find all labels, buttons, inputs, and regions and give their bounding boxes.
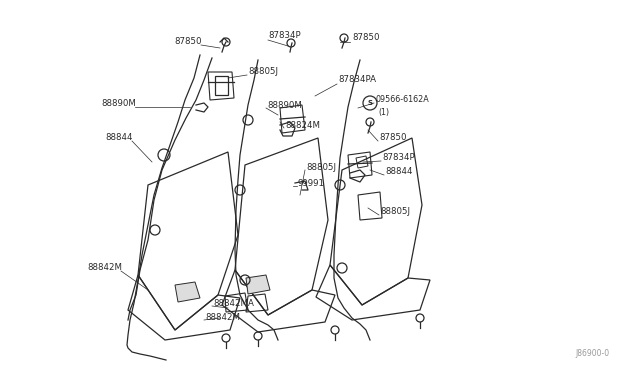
Text: 88844: 88844	[106, 134, 133, 142]
Text: 88844: 88844	[385, 167, 413, 176]
Text: 88842M: 88842M	[87, 263, 122, 273]
Text: 09566-6162A: 09566-6162A	[376, 96, 429, 105]
Text: 87850: 87850	[379, 134, 406, 142]
Text: 87834PA: 87834PA	[338, 76, 376, 84]
Polygon shape	[175, 282, 200, 302]
Text: 87850: 87850	[352, 33, 380, 42]
Text: 88805J: 88805J	[306, 163, 336, 171]
Text: 88824M: 88824M	[285, 121, 320, 129]
Text: 88890M: 88890M	[101, 99, 136, 109]
Text: 87834P: 87834P	[268, 32, 301, 41]
Text: 87850: 87850	[175, 38, 202, 46]
Text: 87834P: 87834P	[382, 154, 415, 163]
Text: (1): (1)	[378, 109, 389, 118]
Text: 99991: 99991	[298, 179, 325, 187]
Polygon shape	[246, 275, 270, 294]
Text: J86900-0: J86900-0	[576, 349, 610, 358]
Text: 88805J: 88805J	[380, 208, 410, 217]
Text: 88890M: 88890M	[267, 100, 302, 109]
Text: S: S	[367, 100, 372, 106]
Text: 88842M: 88842M	[205, 314, 240, 323]
Text: 88805J: 88805J	[248, 67, 278, 77]
Text: 88842MA: 88842MA	[213, 298, 254, 308]
